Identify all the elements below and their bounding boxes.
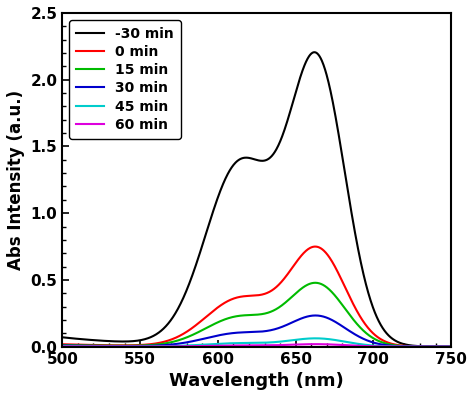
-30 min <box>363 281 369 286</box>
15 min <box>370 335 376 340</box>
-30 min <box>448 344 454 349</box>
15 min <box>60 343 65 347</box>
15 min <box>217 319 222 324</box>
60 min <box>217 343 222 348</box>
-30 min <box>327 85 333 90</box>
45 min <box>313 336 319 341</box>
45 min <box>99 344 105 349</box>
30 min <box>231 331 237 335</box>
60 min <box>312 342 318 347</box>
Legend: -30 min, 0 min, 15 min, 30 min, 45 min, 60 min: -30 min, 0 min, 15 min, 30 min, 45 min, … <box>69 20 181 139</box>
60 min <box>448 344 454 349</box>
60 min <box>370 344 376 349</box>
Line: 30 min: 30 min <box>63 316 451 347</box>
0 min <box>231 296 237 301</box>
0 min <box>363 323 369 328</box>
30 min <box>363 337 369 342</box>
15 min <box>363 330 369 335</box>
15 min <box>99 343 105 348</box>
30 min <box>99 343 105 348</box>
-30 min <box>217 191 222 195</box>
45 min <box>217 341 222 346</box>
45 min <box>231 341 237 345</box>
Line: 0 min: 0 min <box>63 247 451 347</box>
30 min <box>217 333 222 337</box>
15 min <box>312 280 318 285</box>
-30 min <box>60 335 65 340</box>
45 min <box>60 344 65 349</box>
15 min <box>448 344 454 349</box>
0 min <box>99 343 105 347</box>
-30 min <box>312 50 318 55</box>
-30 min <box>370 305 376 310</box>
Line: -30 min: -30 min <box>63 52 451 347</box>
Y-axis label: Abs Intensity (a.u.): Abs Intensity (a.u.) <box>7 90 25 270</box>
45 min <box>327 337 333 342</box>
15 min <box>327 287 333 292</box>
0 min <box>370 331 376 335</box>
Line: 60 min: 60 min <box>63 344 451 347</box>
30 min <box>60 343 65 348</box>
0 min <box>448 344 454 349</box>
0 min <box>327 255 333 260</box>
45 min <box>370 343 376 348</box>
0 min <box>312 244 318 249</box>
15 min <box>231 314 237 319</box>
Line: 15 min: 15 min <box>63 283 451 347</box>
30 min <box>370 340 376 345</box>
0 min <box>217 304 222 308</box>
60 min <box>60 344 65 349</box>
0 min <box>60 342 65 347</box>
30 min <box>327 316 333 321</box>
-30 min <box>231 162 237 167</box>
60 min <box>327 342 333 347</box>
45 min <box>363 343 369 347</box>
-30 min <box>99 338 105 343</box>
30 min <box>312 313 318 318</box>
X-axis label: Wavelength (nm): Wavelength (nm) <box>169 372 344 390</box>
30 min <box>448 344 454 349</box>
60 min <box>99 344 105 349</box>
60 min <box>363 344 369 349</box>
45 min <box>448 344 454 349</box>
60 min <box>231 343 237 348</box>
Line: 45 min: 45 min <box>63 338 451 347</box>
